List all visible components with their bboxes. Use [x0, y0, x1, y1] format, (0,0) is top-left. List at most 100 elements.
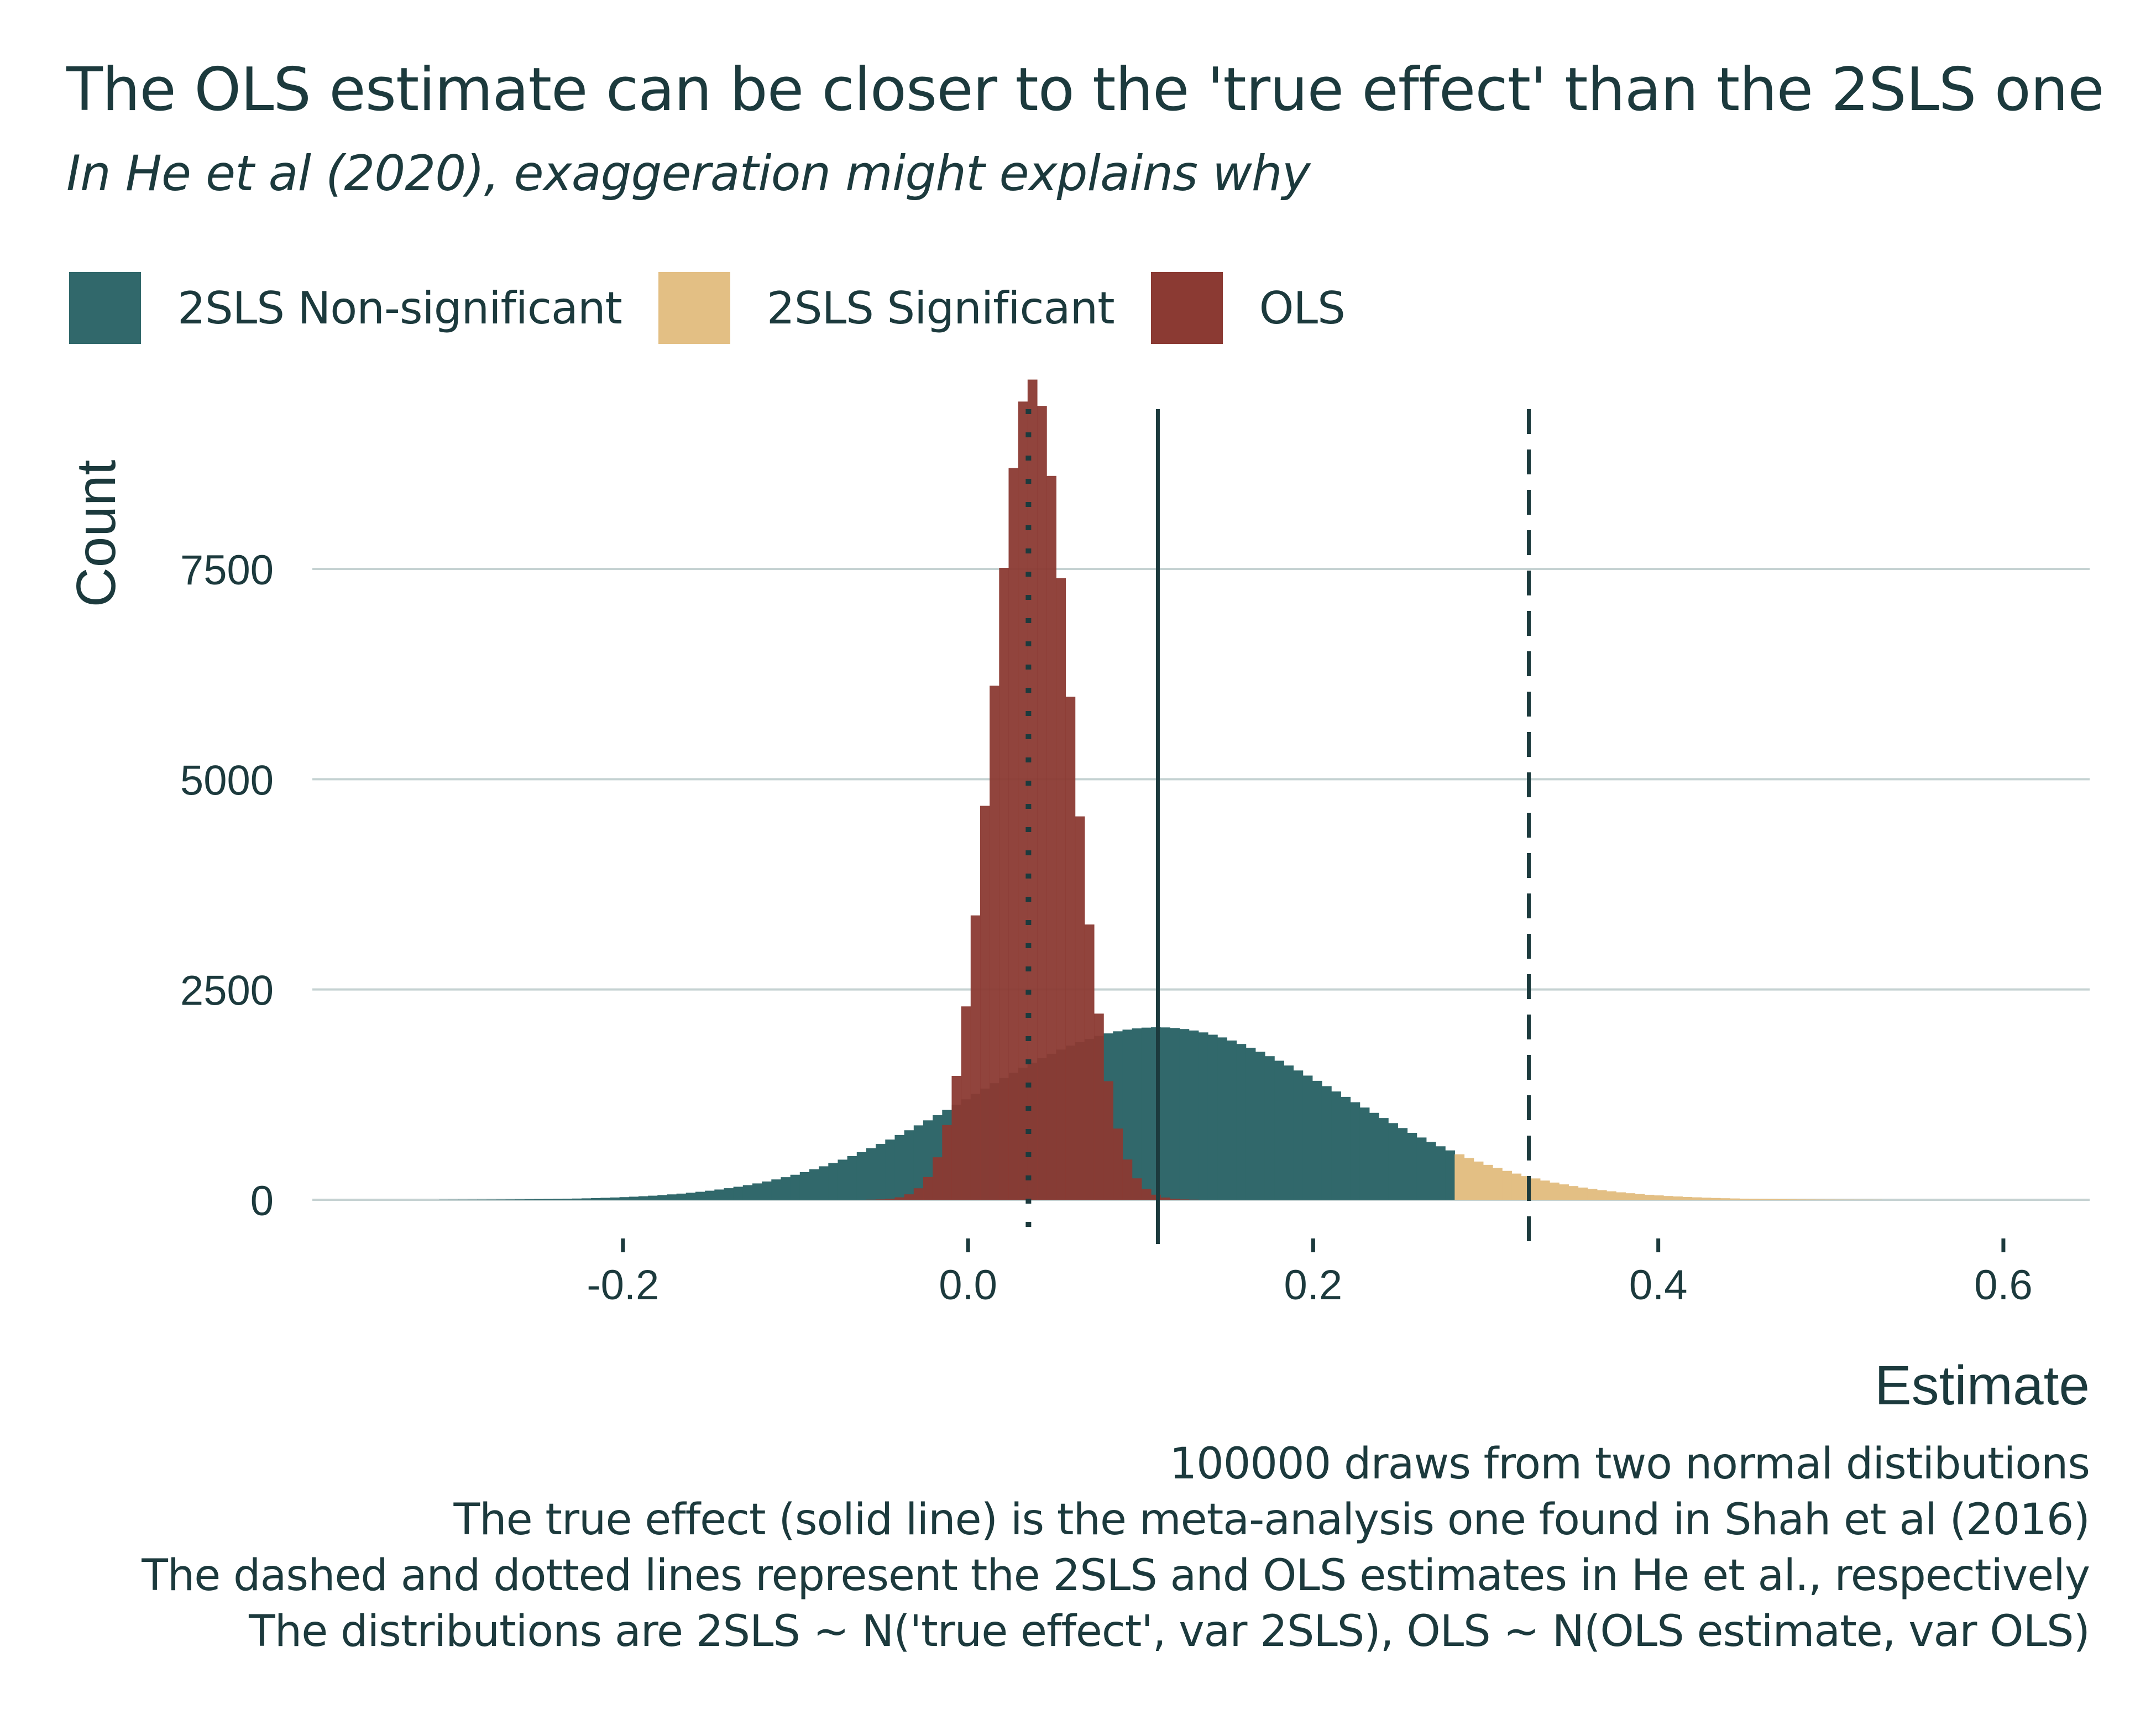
bar-ols [1075, 816, 1085, 1200]
bar-2sls-nonsig [838, 1159, 848, 1200]
bar-2sls-nonsig [1359, 1107, 1370, 1200]
bar-2sls-nonsig [1122, 1029, 1133, 1200]
bar-ols [990, 686, 999, 1200]
bar-ols [1170, 1199, 1180, 1200]
bar-ols [1132, 1178, 1142, 1200]
bar-2sls-sig [1625, 1193, 1636, 1200]
bar-ols [951, 1075, 962, 1200]
bar-ols [923, 1177, 933, 1200]
bar-ols [1093, 1013, 1104, 1200]
bar-2sls-nonsig [913, 1125, 924, 1200]
y-tick-label: 0 [250, 1178, 274, 1225]
bar-ols [904, 1194, 914, 1200]
bar-2sls-nonsig [1274, 1060, 1284, 1200]
bar-ols [999, 568, 1009, 1200]
bar-2sls-nonsig [1227, 1040, 1237, 1200]
bar-2sls-nonsig [705, 1190, 715, 1200]
legend-item-ols: OLS [1150, 272, 1346, 344]
caption-line: The distributions are 2SLS ~ N('true eff… [249, 1607, 2090, 1656]
bar-2sls-sig [1483, 1164, 1493, 1200]
legend-item-2sls-nonsig: 2SLS Non-significant [69, 272, 622, 344]
bar-2sls-nonsig [600, 1198, 611, 1200]
bar-2sls-sig [1530, 1178, 1541, 1200]
bar-ols [1037, 406, 1047, 1200]
bar-ols [942, 1125, 953, 1200]
bar-2sls-nonsig [1198, 1032, 1208, 1200]
bar-2sls-sig [1644, 1194, 1655, 1200]
bar-ols [1084, 924, 1095, 1200]
bar-2sls-nonsig [657, 1195, 668, 1200]
bar-2sls-nonsig [1388, 1123, 1398, 1200]
bar-2sls-nonsig [1407, 1132, 1417, 1200]
bar-ols [1179, 1199, 1190, 1200]
bar-2sls-nonsig [1179, 1029, 1190, 1200]
bar-2sls-nonsig [515, 1199, 525, 1200]
bar-2sls-sig [1550, 1182, 1560, 1200]
bar-ols [894, 1197, 905, 1200]
bar-ols [885, 1199, 896, 1200]
bar-2sls-nonsig [1217, 1037, 1227, 1200]
bar-2sls-nonsig [629, 1196, 639, 1200]
caption-line: The dashed and dotted lines represent th… [142, 1551, 2090, 1601]
bar-ols [1027, 379, 1038, 1200]
bar-2sls-sig [1473, 1161, 1484, 1200]
bar-2sls-nonsig [762, 1181, 772, 1200]
bar-2sls-nonsig [799, 1172, 810, 1200]
bar-2sls-sig [1653, 1195, 1664, 1200]
bar-2sls-sig [1673, 1196, 1683, 1200]
bar-2sls-nonsig [885, 1139, 896, 1200]
bar-2sls-nonsig [648, 1195, 658, 1200]
bar-2sls-nonsig [1416, 1137, 1427, 1200]
bar-2sls-sig [1511, 1173, 1522, 1200]
axes: 0 2500 5000 7500 -0.2 0.0 0.2 0.4 0.6 Estimate Cou… [65, 459, 2090, 1416]
bar-2sls-sig [1568, 1186, 1579, 1200]
bar-ols [980, 806, 990, 1200]
bar-2sls-nonsig [553, 1199, 563, 1200]
bar-2sls-nonsig [1160, 1027, 1170, 1200]
bar-2sls-sig [1796, 1199, 1807, 1200]
legend-swatch [658, 272, 730, 344]
bar-2sls-nonsig [1255, 1052, 1265, 1200]
bar-2sls-nonsig [1436, 1146, 1446, 1200]
bar-2sls-nonsig [714, 1189, 725, 1200]
bar-2sls-sig [1815, 1199, 1825, 1200]
bar-2sls-sig [1663, 1196, 1673, 1200]
bar-2sls-nonsig [771, 1179, 782, 1200]
bar-2sls-nonsig [781, 1177, 791, 1200]
bar-2sls-nonsig [581, 1198, 592, 1200]
bar-2sls-sig [1730, 1198, 1740, 1200]
bar-2sls-sig [1777, 1199, 1787, 1200]
bar-ols [913, 1188, 924, 1200]
bar-2sls-sig [1606, 1191, 1616, 1200]
legend-label: 2SLS Non-significant [177, 282, 622, 334]
bar-2sls-nonsig [752, 1183, 762, 1200]
legend: 2SLS Non-significant 2SLS Significant OL… [69, 272, 1381, 344]
bar-2sls-nonsig [1369, 1112, 1379, 1200]
bar-ols [1103, 1081, 1113, 1200]
bar-2sls-nonsig [572, 1198, 582, 1200]
bar-2sls-nonsig [1302, 1075, 1313, 1200]
bar-2sls-nonsig [828, 1163, 839, 1200]
caption-line: 100000 draws from two normal distibution… [1169, 1439, 2090, 1489]
bar-ols [1122, 1159, 1133, 1200]
bar-2sls-nonsig [733, 1186, 744, 1200]
bar-2sls-nonsig [1321, 1086, 1332, 1200]
bar-ols [1018, 401, 1028, 1200]
x-axis-title: Estimate [1875, 1355, 2090, 1416]
y-tick-label: 7500 [180, 547, 274, 594]
bar-2sls-nonsig [638, 1196, 648, 1200]
x-tick-label: 0.2 [1284, 1262, 1343, 1309]
bar-2sls-sig [1806, 1199, 1816, 1200]
caption-line: The true effect (solid line) is the meta… [453, 1495, 2090, 1545]
reference-lines [1025, 409, 1531, 1244]
bar-2sls-nonsig [1207, 1034, 1218, 1200]
bar-2sls-sig [1692, 1197, 1702, 1200]
bar-2sls-sig [1701, 1198, 1712, 1200]
bar-ols [1141, 1189, 1152, 1200]
legend-swatch [1150, 272, 1223, 344]
bar-2sls-sig [1749, 1199, 1759, 1200]
bar-2sls-sig [1578, 1187, 1588, 1200]
bar-2sls-nonsig [676, 1193, 687, 1200]
bar-2sls-nonsig [819, 1166, 829, 1200]
